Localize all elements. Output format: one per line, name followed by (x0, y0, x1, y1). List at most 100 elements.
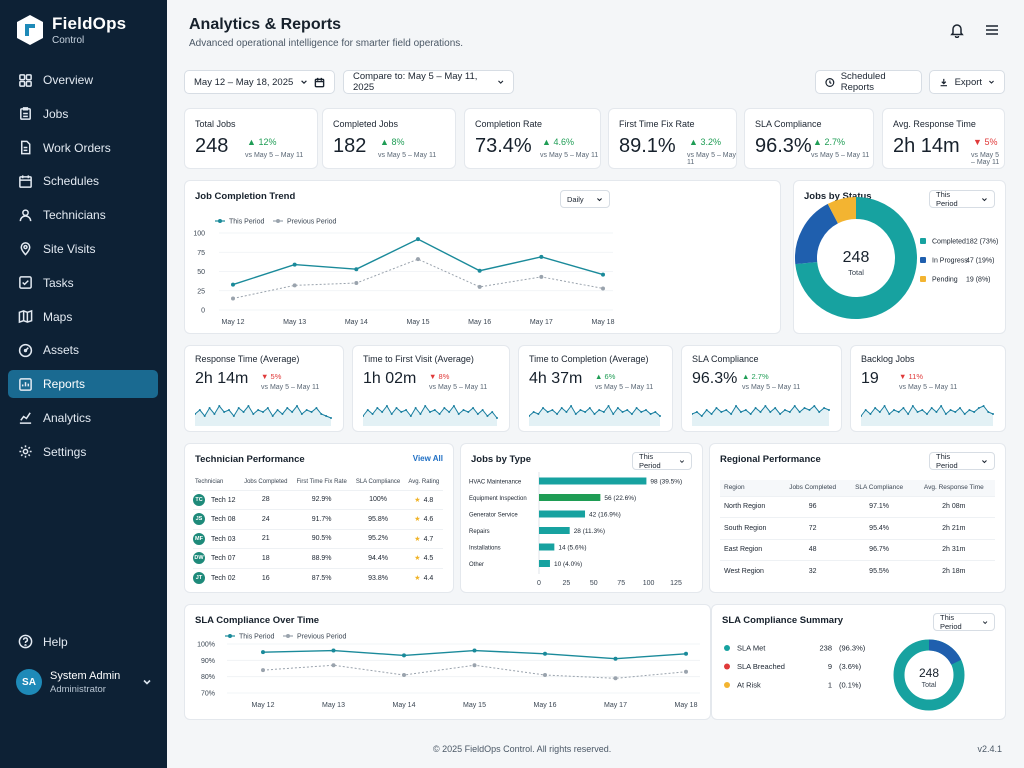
region-cell: 2h 21m (942, 524, 966, 532)
download-icon (940, 78, 947, 86)
sidebar-item-technicians[interactable]: Technicians (8, 201, 158, 229)
status-period-select[interactable]: This Period (929, 190, 995, 208)
table-row[interactable]: South Region 72 95.4% 2h 21m (720, 517, 995, 540)
sidebar-item-label: Analytics (43, 410, 92, 425)
metric-value: 96.3% (692, 370, 738, 387)
date-range-picker[interactable]: May 12 – May 18, 2025 (184, 70, 335, 94)
sparkline-point (228, 409, 230, 411)
metric-delta: ▲ 6% (595, 372, 615, 381)
sidebar-item-assets[interactable]: Assets (8, 336, 158, 364)
scheduled-reports-button[interactable]: Scheduled Reports (815, 70, 922, 94)
sidebar-item-site-visits[interactable]: Site Visits (8, 235, 158, 263)
sidebar-item-analytics[interactable]: Analytics (8, 404, 158, 432)
table-row[interactable]: North Region 96 97.1% 2h 08m (720, 496, 995, 518)
sidebar-item-overview[interactable]: Overview (8, 66, 158, 94)
jobs-by-status-card: Jobs by Status This Period 248 Total Compl… (793, 180, 1006, 334)
sidebar: FieldOps Control Overview Jobs Work Orders… (0, 0, 167, 768)
x-tick-label: 50 (590, 580, 598, 587)
table-row[interactable]: JS Tech 08 24 91.7% 95.8% ★ 4.6 (193, 509, 443, 530)
data-point (472, 648, 477, 653)
sidebar-item-label: Schedules (43, 174, 100, 189)
technician-cell: MF Tech 03 (193, 529, 240, 549)
menu-icon[interactable] (984, 22, 1000, 38)
table-row[interactable]: MF Tech 03 21 90.5% 95.2% ★ 4.7 (193, 529, 443, 549)
sidebar-item-reports[interactable]: Reports (8, 370, 158, 399)
sparkline-point (649, 413, 652, 415)
sidebar-item-label: Maps (43, 309, 73, 324)
type-period-select[interactable]: This Period (632, 452, 692, 470)
kpi-value: 2h 14m (893, 135, 960, 157)
sidebar-item-work-orders[interactable]: Work Orders (8, 134, 158, 162)
table-row[interactable]: TC Tech 12 28 92.9% 100% ★ 4.8 (193, 490, 443, 510)
chevron-down-icon (300, 80, 307, 85)
donut-slice-highlight (928, 639, 962, 665)
sparkline-point (443, 407, 446, 409)
bell-icon[interactable] (949, 22, 965, 38)
table-row[interactable]: West Region 32 95.5% 2h 18m (720, 560, 995, 583)
sparkline-point (395, 407, 398, 409)
metric-delta-value: 8% (438, 372, 450, 381)
sidebar-item-jobs[interactable]: Jobs (8, 100, 158, 128)
technician-avatar: JT (193, 572, 205, 584)
card-title: Regional Performance (720, 454, 821, 465)
user-menu[interactable]: SA System Admin Administrator (16, 669, 156, 695)
sidebar-item-schedules[interactable]: Schedules (8, 167, 158, 195)
table-row[interactable]: JT Tech 02 16 87.5% 93.8% ★ 4.4 (193, 568, 443, 588)
select-value: This Period (940, 613, 962, 631)
kpi-compare: vs May 5 – May 11 (540, 152, 599, 159)
sparkline-point (291, 411, 294, 413)
sparkline-point (546, 411, 549, 413)
region-cell: 32 (808, 568, 817, 575)
sparkline-point (281, 413, 284, 415)
sidebar-item-maps[interactable]: Maps (8, 303, 158, 331)
sidebar-item-settings[interactable]: Settings (8, 438, 158, 466)
legend-swatch (920, 238, 926, 244)
legend-value: 1 (828, 681, 832, 690)
column-header: SLA Compliance (855, 484, 904, 492)
sparkline-point (252, 413, 255, 415)
regional-period-select[interactable]: This Period (929, 452, 995, 470)
version: v2.4.1 (977, 744, 1002, 754)
sparkline-area (861, 406, 993, 426)
sla-summary-period-select[interactable]: This Period (933, 613, 995, 631)
sparkline-point (385, 405, 388, 407)
date-range-label: May 12 – May 18, 2025 (194, 76, 294, 88)
sparkline (529, 405, 661, 426)
sparkline-point (793, 405, 796, 407)
donut-total: 248 (843, 249, 870, 266)
sidebar-item-tasks[interactable]: Tasks (8, 269, 158, 297)
kpi-delta-value: 3.2% (700, 137, 721, 147)
avatar: SA (16, 669, 42, 695)
brand-logo[interactable]: FieldOps Control (16, 14, 126, 46)
sparkline-area (195, 406, 331, 426)
kpi-delta-value: 8% (391, 137, 405, 147)
bar (539, 527, 570, 534)
view-all-link[interactable]: View All (412, 454, 443, 463)
sparkline-point (954, 411, 957, 413)
sparkline-point (607, 405, 610, 407)
kpi-compare: vs May 5 – May 11 (687, 152, 737, 166)
sparkline-point (940, 405, 943, 407)
trend-period-select[interactable]: Daily (560, 190, 610, 208)
sparkline-point (700, 415, 703, 417)
region-cell: 2h 31m (942, 546, 966, 554)
compare-select[interactable]: Compare to: May 5 – May 11, 2025 (343, 70, 514, 94)
column-header: SLA Compliance (355, 478, 401, 485)
sparkline-point (897, 411, 900, 413)
x-tick-label: May 15 (407, 319, 430, 326)
clipboard-icon (20, 107, 31, 121)
data-point (331, 648, 336, 653)
export-button[interactable]: Export (929, 70, 1005, 94)
job-completion-trend-card: Job Completion Trend Daily This Period Pr… (184, 180, 781, 334)
select-value: This Period (936, 452, 958, 470)
table-row[interactable]: DW Tech 07 18 88.9% 94.4% ★ 4.5 (193, 548, 443, 569)
kpi-delta-value: 4.6% (553, 137, 574, 147)
metric-value: 2h 14m (195, 370, 249, 387)
sparkline-point (237, 407, 240, 409)
sparkline-point (888, 413, 891, 415)
table-row[interactable]: East Region 48 96.7% 2h 31m (720, 539, 995, 561)
star-icon: ★ (414, 575, 421, 582)
help-link[interactable]: Help (18, 634, 68, 649)
column-header: Avg. Response Time (923, 484, 984, 492)
sparkline-point (218, 405, 221, 407)
